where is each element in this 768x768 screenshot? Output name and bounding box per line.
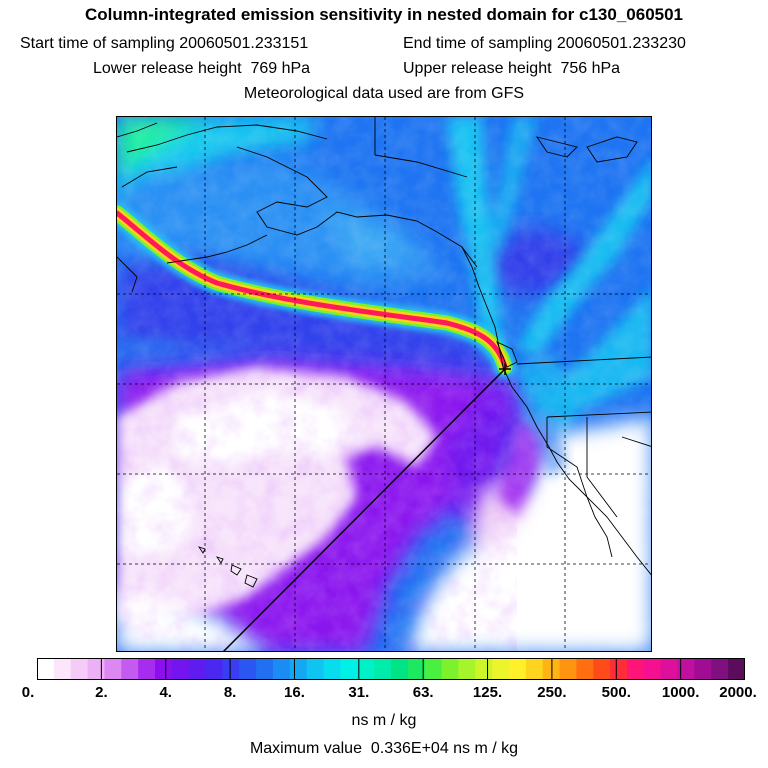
colorbar-swatch	[509, 658, 527, 680]
colorbar-swatch	[559, 658, 578, 680]
colorbar-tick-label: 31.	[348, 684, 370, 701]
lower-height-value: 769 hPa	[250, 60, 311, 77]
colorbar-swatch	[155, 658, 173, 680]
colorbar-swatch	[627, 658, 645, 680]
colorbar-tick-label: 250.	[537, 684, 567, 701]
colorbar-swatch	[525, 658, 544, 680]
colorbar-swatch	[424, 658, 443, 680]
colorbar-tick-label: 2000.	[719, 684, 757, 701]
plot-title: Column-integrated emission sensitivity i…	[84, 5, 684, 24]
colorbar-swatch	[289, 658, 308, 680]
colorbar-tick-label: 63.	[412, 684, 434, 701]
colorbar-swatch	[711, 658, 729, 680]
emission-sensitivity-map	[116, 116, 652, 652]
colorbar-swatch	[239, 658, 257, 680]
colorbar-swatch	[660, 658, 679, 680]
coastlines	[117, 117, 651, 588]
colorbar-swatch	[610, 658, 628, 680]
colorbar-swatch	[441, 658, 460, 680]
colorbar-tick-label: 4.	[159, 684, 172, 701]
colorbar-swatch	[407, 658, 426, 680]
colorbar-swatch	[374, 658, 392, 680]
colorbar-ticks: 0. 2. 4. 8. 16. 31. 63. 125. 250. 500. 1000. 2000.	[0, 684, 768, 704]
colorbar-swatch	[104, 658, 122, 680]
colorbar-swatch	[87, 658, 106, 680]
colorbar-swatch	[458, 658, 476, 680]
release-point-marker	[499, 363, 511, 375]
met-data-note: Meteorological data used are from GFS	[243, 85, 525, 102]
colorbar-swatch	[593, 658, 611, 680]
colorbar-units: ns m / kg	[351, 712, 417, 729]
colorbar-swatch	[576, 658, 594, 680]
colorbar-swatch	[188, 658, 207, 680]
colorbar-swatch	[121, 658, 139, 680]
lat-lon-grid	[117, 117, 651, 651]
end-time-label: End time of sampling	[403, 35, 553, 52]
colorbar-tick-label: 500.	[601, 684, 631, 701]
map-canvas	[117, 117, 651, 651]
colorbar-strip	[37, 658, 746, 680]
end-time-value: 20060501.233230	[556, 35, 686, 52]
start-time-label: Start time of sampling	[20, 35, 175, 52]
colorbar-swatch	[222, 658, 240, 680]
colorbar-swatch	[138, 658, 156, 680]
colorbar-tick-label: 1000.	[661, 684, 700, 701]
plume-path	[117, 202, 516, 378]
upper-height-label: Upper release height	[403, 60, 552, 77]
colorbar-swatch	[256, 658, 274, 680]
colorbar-swatch	[273, 658, 291, 680]
upper-height-text: Upper release height 756 hPa	[403, 60, 620, 78]
colorbar-frame	[37, 658, 745, 680]
colorbar-tick-label: 8.	[223, 684, 237, 701]
colorbar-tick-label: 0.	[21, 684, 35, 701]
colorbar-tick-label: 125.	[472, 684, 503, 701]
colorbar-swatch	[37, 658, 55, 680]
lower-height-label: Lower release height	[93, 60, 242, 77]
colorbar-swatch	[391, 658, 409, 680]
max-value-label: Maximum value	[249, 740, 362, 757]
upper-height-value: 756 hPa	[560, 60, 621, 77]
colorbar-swatch	[171, 658, 190, 680]
start-time-value: 20060501.233151	[179, 35, 309, 52]
colorbar-swatch	[643, 658, 662, 680]
colorbar-swatch	[70, 658, 89, 680]
colorbar-swatch	[475, 658, 493, 680]
texture-overlay-purple	[117, 367, 517, 651]
colorbar-tick-label: 2.	[95, 684, 108, 701]
colorbar-swatch	[340, 658, 358, 680]
colorbar-swatch	[306, 658, 325, 680]
max-value: 0.336E+04 ns m / kg	[370, 740, 519, 757]
colorbar-swatch	[205, 658, 224, 680]
colorbar-swatch	[677, 658, 696, 680]
lower-height-text: Lower release height 769 hPa	[93, 60, 310, 78]
start-time-text: Start time of sampling 20060501.233151	[20, 35, 308, 53]
colorbar-swatch	[694, 658, 712, 680]
colorbar-swatch	[53, 658, 72, 680]
colorbar-swatch	[323, 658, 342, 680]
colorbar-tick-label: 16.	[284, 684, 305, 701]
end-time-text: End time of sampling 20060501.233230	[403, 35, 686, 53]
colorbar	[37, 658, 746, 680]
colorbar-swatch	[492, 658, 510, 680]
colorbar-swatch	[357, 658, 375, 680]
max-value-text: Maximum value 0.336E+04 ns m / kg	[0, 740, 768, 758]
trajectory-line	[222, 368, 506, 651]
colorbar-swatch	[728, 658, 746, 680]
